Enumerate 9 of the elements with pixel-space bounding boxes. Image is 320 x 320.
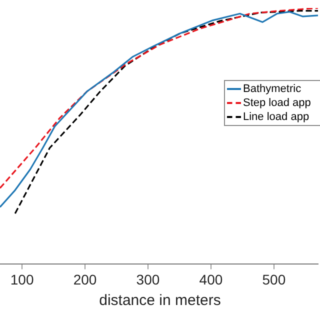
legend-label: Bathymetric <box>242 82 302 96</box>
x-axis-title: distance in meters <box>98 292 222 309</box>
x-tick-label: 500 <box>262 271 286 288</box>
x-tick-label: 300 <box>136 271 160 288</box>
legend-label: Step load app <box>242 96 312 110</box>
x-tick-label: 100 <box>10 271 34 288</box>
legend-label: Line load app <box>242 110 310 124</box>
x-tick-label: 200 <box>73 271 97 288</box>
x-tick-label: 400 <box>199 271 223 288</box>
